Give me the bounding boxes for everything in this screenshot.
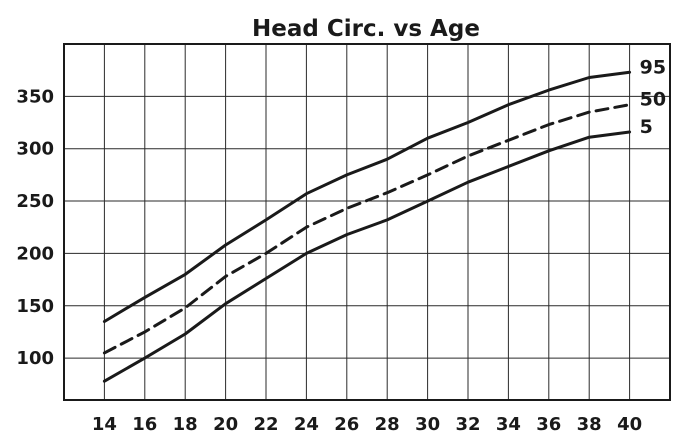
x-tick-label: 20 [213,414,238,435]
x-tick-label: 30 [415,414,440,435]
series-label-95: 95 [640,56,666,78]
plot-frame [63,43,671,401]
series-line-50 [102,103,632,355]
x-tick-label: 40 [617,414,642,435]
y-tick-label: 350 [16,86,54,107]
x-tick-label: 24 [294,414,319,435]
x-tick-label: 32 [455,414,480,435]
y-tick-label: 200 [16,243,54,264]
series-layer [102,70,632,383]
x-tick-label: 34 [496,414,521,435]
y-tick-label: 250 [16,191,54,212]
series-label-5: 5 [640,116,653,138]
x-tick-label: 26 [334,414,359,435]
x-tick-label: 38 [577,414,602,435]
x-tick-label: 22 [253,414,278,435]
y-tick-label: 100 [16,348,54,369]
y-tick-label: 150 [16,296,54,317]
series-label-50: 50 [640,89,666,111]
x-tick-label: 16 [132,414,157,435]
x-tick-label: 14 [92,414,117,435]
x-tick-label: 36 [536,414,561,435]
grid [64,44,670,400]
x-tick-label: 28 [375,414,400,435]
series-line-95 [102,70,632,323]
chart-title: Head Circ. vs Age [252,16,480,42]
x-tick-label: 18 [173,414,198,435]
y-tick-label: 300 [16,139,54,160]
labels-layer: 14 16 18 20 22 24 26 28 30 32 34 36 38 40 100 150 200 250… [16,56,666,435]
series-line-5 [102,130,632,383]
